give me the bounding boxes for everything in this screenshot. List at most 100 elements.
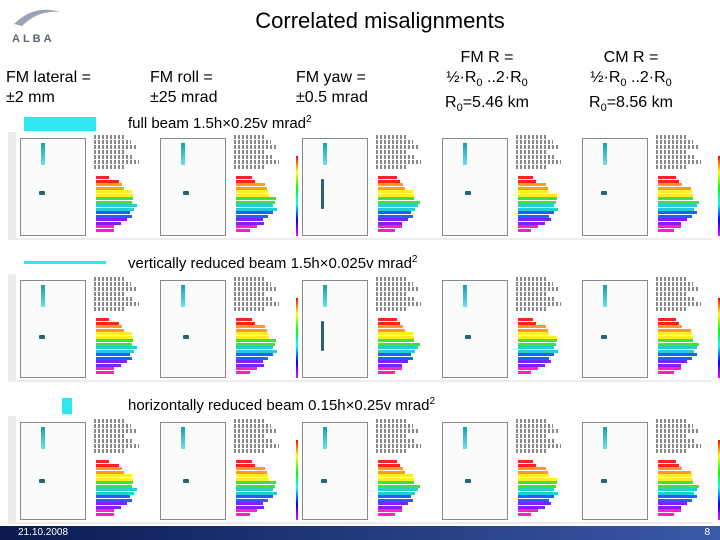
beam-spot-plot: [582, 280, 648, 378]
beam-profile-spike: [463, 143, 467, 165]
ray-statistics: [376, 276, 428, 312]
beam-swatch-full: [24, 117, 96, 131]
beam-profile-spike: [323, 427, 327, 449]
ray-statistics: [516, 276, 568, 312]
beam-profile-spike: [41, 285, 45, 307]
energy-histogram: [374, 460, 430, 518]
column-header-line: FM R =: [460, 49, 514, 66]
beam-spot-plot: [160, 280, 226, 378]
beam-band-vertical: vertically reduced beam 1.5h×0.025v mrad…: [8, 252, 712, 274]
beam-profile-spike: [603, 427, 607, 449]
beam-spot: [39, 191, 45, 195]
beam-profile-spike: [181, 427, 185, 449]
beam-profile-spike: [463, 285, 467, 307]
column-header-line: ½·R0 ..2·R0: [446, 69, 528, 90]
beam-band-horizontal: horizontally reduced beam 0.15h×0.25v mr…: [8, 394, 712, 416]
beam-spot: [39, 335, 45, 339]
footer-bar: [0, 526, 720, 540]
ray-statistics: [656, 276, 708, 312]
beam-profile-spike: [181, 285, 185, 307]
color-scale-bar: [718, 298, 720, 378]
ray-trace-panel: [578, 274, 720, 380]
ray-trace-panel: [156, 274, 304, 380]
column-header-line: CM R =: [603, 49, 659, 66]
beam-spot-plot: [442, 280, 508, 378]
ray-trace-panel: [298, 132, 446, 238]
column-header-fm-r: FM R = ½·R0 ..2·R0 R0=5.46 km: [432, 48, 542, 118]
beam-spot-plot: [160, 422, 226, 520]
beam-label-vertical: vertically reduced beam 1.5h×0.025v mrad…: [128, 254, 418, 272]
ray-trace-panel: [156, 416, 304, 522]
column-header-line: ±0.5 mrad: [296, 89, 368, 106]
beam-spot-plot: [160, 138, 226, 236]
column-header-line: ±2 mm: [6, 89, 55, 106]
beam-band-full: full beam 1.5h×0.25v mrad2: [8, 112, 712, 132]
ray-trace-panel: [438, 132, 586, 238]
beam-spot-plot: [582, 138, 648, 236]
energy-histogram: [374, 318, 430, 376]
plot-row-full: [8, 132, 720, 240]
footer-page-number: 8: [704, 527, 710, 538]
energy-histogram: [514, 318, 570, 376]
beam-label-full: full beam 1.5h×0.25v mrad2: [128, 114, 312, 132]
beam-spot-plot: [442, 138, 508, 236]
beam-profile-spike: [181, 143, 185, 165]
beam-spot: [183, 191, 189, 195]
beam-spot: [465, 191, 471, 195]
energy-histogram: [232, 460, 288, 518]
beam-spot-plot: [442, 422, 508, 520]
beam-spot: [321, 179, 324, 209]
beam-profile-spike: [323, 143, 327, 165]
beam-spot: [601, 191, 607, 195]
ray-trace-panel: [16, 132, 164, 238]
ray-statistics: [656, 418, 708, 454]
energy-histogram: [92, 176, 148, 234]
energy-histogram: [92, 460, 148, 518]
beam-spot-plot: [20, 280, 86, 378]
energy-histogram: [374, 176, 430, 234]
column-header-line: FM yaw =: [296, 69, 366, 86]
beam-spot: [465, 335, 471, 339]
ray-statistics: [516, 134, 568, 170]
beam-spot: [183, 335, 189, 339]
energy-histogram: [92, 318, 148, 376]
color-scale-bar: [718, 156, 720, 236]
beam-spot: [321, 321, 324, 351]
beam-spot: [465, 479, 471, 483]
beam-profile-spike: [41, 427, 45, 449]
beam-spot: [39, 479, 45, 483]
column-header-line: R0=5.46 km: [445, 94, 529, 115]
beam-spot-plot: [302, 422, 368, 520]
energy-histogram: [514, 460, 570, 518]
beam-spot-plot: [302, 138, 368, 236]
ray-trace-panel: [298, 274, 446, 380]
ray-statistics: [234, 134, 286, 170]
ray-trace-panel: [16, 416, 164, 522]
beam-spot-plot: [20, 138, 86, 236]
beam-spot-plot: [302, 280, 368, 378]
ray-trace-panel: [298, 416, 446, 522]
ray-trace-panel: [156, 132, 304, 238]
alba-logo: ALBA: [8, 6, 68, 45]
beam-swatch-horizontal: [62, 398, 72, 414]
logo-text: ALBA: [12, 33, 55, 45]
column-header-line: ½·R0 ..2·R0: [590, 69, 672, 90]
ray-statistics: [234, 276, 286, 312]
ray-statistics: [516, 418, 568, 454]
beam-spot: [601, 479, 607, 483]
ray-trace-panel: [438, 274, 586, 380]
page-title: Correlated misalignments: [255, 8, 505, 33]
ray-statistics: [376, 134, 428, 170]
column-header-line: FM roll =: [150, 69, 213, 86]
column-header-line: FM lateral =: [6, 69, 91, 86]
beam-spot-plot: [582, 422, 648, 520]
energy-histogram: [232, 318, 288, 376]
plot-row-vertical: [8, 274, 720, 382]
ray-statistics: [94, 134, 146, 170]
beam-profile-spike: [603, 285, 607, 307]
column-header-line: R0=8.56 km: [589, 94, 673, 115]
beam-spot: [601, 335, 607, 339]
energy-histogram: [514, 176, 570, 234]
beam-profile-spike: [463, 427, 467, 449]
column-header-cm-r: CM R = ½·R0 ..2·R0 R0=8.56 km: [576, 48, 686, 118]
